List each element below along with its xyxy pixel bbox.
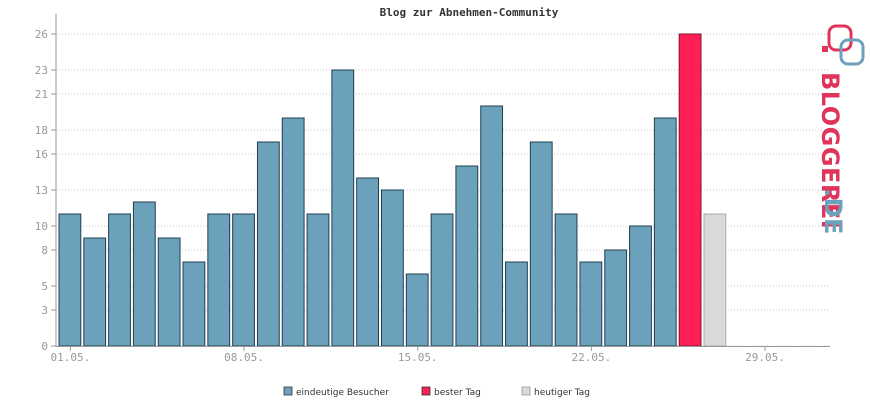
bar-visitors [306,213,330,347]
logo-mark-icon [822,24,865,66]
bar-visitors [58,213,82,347]
legend: eindeutige Besucher bester Tag heutiger … [283,386,590,398]
bar-visitors [579,261,603,347]
legend-swatch-today [521,386,531,396]
bar-visitors [455,165,479,347]
bloggerei-logo: BLOGGEREI .DE [816,24,865,235]
chart-title: Blog zur Abnehmen-Community [380,6,559,19]
x-tick-label: 15.05. [398,351,438,364]
bar-visitors [157,237,181,347]
bar-visitors [629,225,652,347]
bar-best-day [678,33,702,347]
legend-swatch-visitors [283,386,293,396]
logo-suffix: .DE [819,188,847,235]
bar-visitors [281,117,305,347]
logo-text: BLOGGEREI [816,72,844,229]
bar-visitors [256,141,280,347]
bar-visitors [480,105,504,347]
legend-swatch-best-day [421,386,431,396]
legend-label-today: heutiger Tag [534,388,590,398]
y-tick-label: 23 [35,64,48,77]
bar-visitors [529,141,553,347]
bar-visitors [182,261,206,347]
x-tick-label: 08.05. [224,351,264,364]
bar-visitors [604,249,628,347]
y-tick-label: 0 [41,340,48,353]
bar-visitors [331,69,355,347]
bar-visitors [108,213,131,347]
bar-visitors [554,213,578,347]
y-tick-label: 16 [35,148,48,161]
bar-visitors [505,261,528,347]
bar-visitors [83,237,107,347]
y-tick-label: 13 [35,184,48,197]
x-tick-label: 01.05. [51,351,91,364]
y-tick-label: 8 [41,244,48,257]
x-tick-label: 22.05. [571,351,611,364]
y-tick-label: 10 [35,220,48,233]
bar-visitors [207,213,231,347]
bar-visitors [381,189,404,347]
y-tick-label: 26 [35,28,48,41]
bar-today [703,213,727,347]
axes [55,14,830,347]
y-tick-label: 18 [35,124,48,137]
bar-visitors [653,117,677,347]
bars [58,33,727,347]
y-axis-ticks: 0 3 5 8 10 13 16 18 21 23 26 [35,28,56,353]
bar-visitors [132,201,156,347]
y-tick-label: 21 [35,88,48,101]
bar-visitors [430,213,454,347]
legend-label-visitors: eindeutige Besucher [296,388,389,398]
x-axis-ticks: 01.05. 08.05. 15.05. 22.05. 29.05. [51,346,785,364]
bar-visitors [405,273,429,347]
bar-visitors [356,177,380,347]
y-tick-label: 3 [41,304,48,317]
bar-visitors [232,213,255,347]
x-tick-label: 29.05. [745,351,785,364]
y-tick-label: 5 [41,280,48,293]
legend-label-best-day: bester Tag [434,388,481,398]
